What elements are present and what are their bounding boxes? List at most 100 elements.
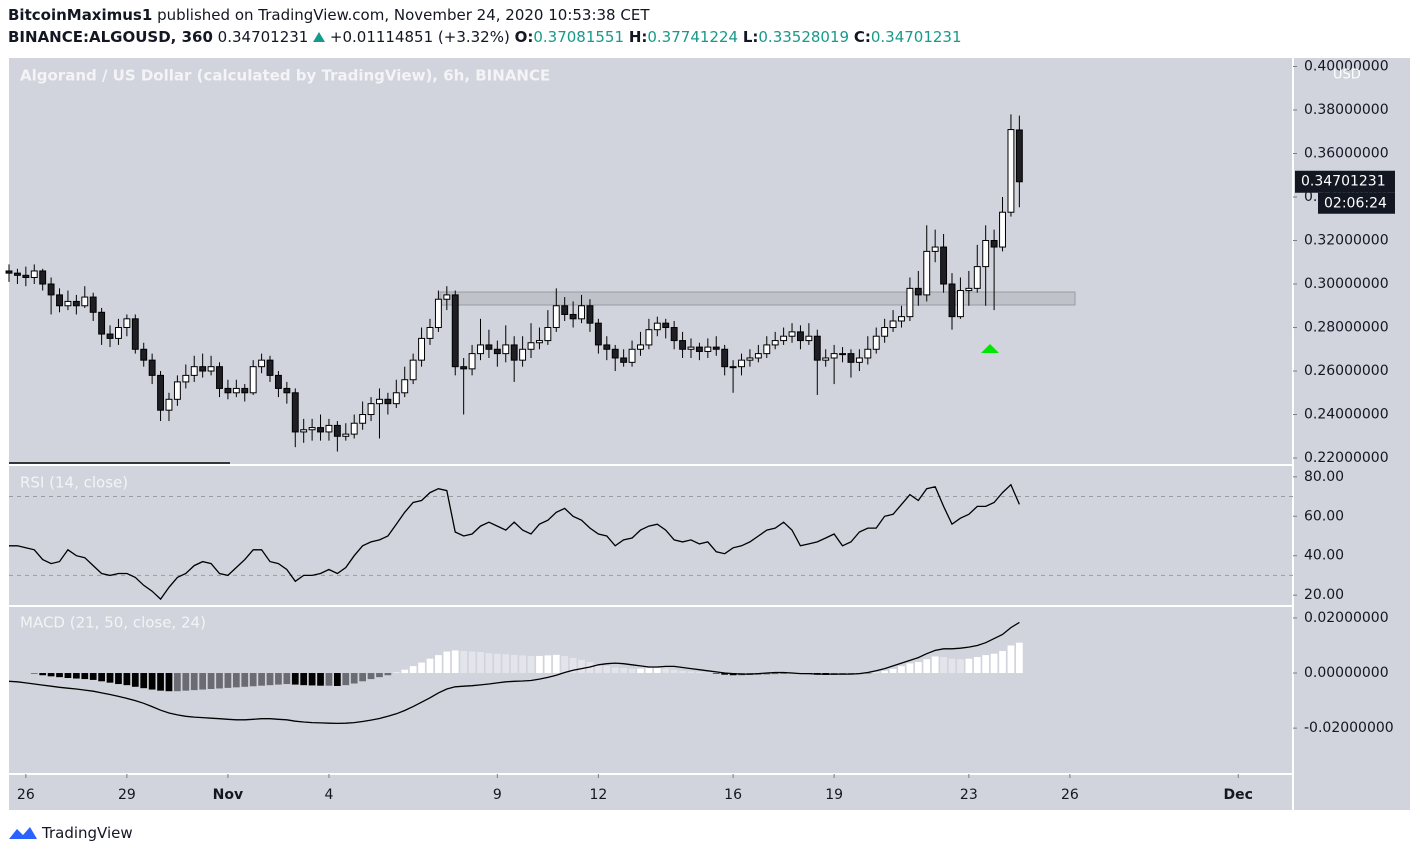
histogram-bar	[965, 658, 973, 674]
candle-body	[552, 305, 560, 329]
histogram-bar	[224, 673, 232, 688]
candle-body	[81, 296, 89, 307]
histogram-bar	[712, 673, 720, 674]
candle-body	[594, 322, 602, 346]
candle-body	[956, 290, 964, 318]
histogram-bar	[291, 673, 299, 685]
histogram-bar	[906, 663, 914, 674]
histogram-bar	[258, 673, 265, 686]
histogram-bar	[39, 673, 47, 676]
candle-body	[586, 305, 594, 324]
candle-body	[258, 359, 266, 368]
candle-body	[325, 424, 333, 433]
candle-body	[207, 366, 215, 372]
h-label: H:	[628, 28, 648, 46]
candle-body	[89, 296, 97, 313]
histogram-bar	[704, 672, 712, 674]
candle-body	[881, 327, 889, 337]
candle-body	[830, 353, 838, 359]
candle-body	[502, 344, 510, 355]
histogram-bar	[662, 668, 670, 674]
y-tick-label: 0.22000000	[1304, 450, 1389, 466]
candle-body	[864, 348, 872, 359]
x-tick-label: 12	[589, 787, 607, 803]
l-label: L:	[742, 28, 759, 46]
candle-body	[333, 424, 341, 437]
candle-body	[308, 427, 316, 431]
candle-body	[434, 298, 442, 329]
candle-body	[56, 294, 63, 307]
histogram-bar	[881, 670, 889, 674]
published: published on TradingView.com, November 2…	[157, 6, 650, 24]
histogram-bar	[443, 651, 451, 674]
y-tick-label: 0.24000000	[1304, 407, 1389, 423]
candle-body	[249, 366, 257, 394]
histogram-bar	[780, 673, 787, 674]
candle-body	[519, 348, 527, 361]
histogram-bar	[561, 655, 569, 674]
candle-body	[999, 211, 1006, 248]
histogram-bar	[174, 673, 181, 692]
histogram-bar	[502, 654, 510, 674]
y-tick-label: 0.36000000	[1304, 145, 1389, 161]
histogram-bar	[72, 673, 80, 679]
histogram-bar	[1007, 645, 1015, 674]
histogram-bar	[460, 650, 468, 674]
currency: USD	[1333, 68, 1361, 83]
histogram-bar	[552, 654, 560, 674]
candle-body	[822, 357, 830, 361]
histogram-bar	[620, 668, 628, 674]
candle-body	[1015, 129, 1023, 183]
histogram-bar	[889, 668, 897, 674]
candle-body	[418, 337, 426, 361]
candle-body	[39, 270, 47, 285]
histogram-bar	[973, 657, 981, 674]
histogram-bar	[763, 673, 771, 675]
histogram-bar	[679, 670, 686, 674]
candle-body	[982, 240, 990, 268]
histogram-bar	[569, 657, 577, 674]
candle-body	[948, 283, 956, 318]
candle-body	[98, 311, 106, 335]
candle-body	[266, 359, 274, 376]
candle-body	[687, 346, 695, 350]
candle-body	[173, 381, 181, 400]
histogram-bar	[409, 666, 417, 674]
histogram-bar	[182, 673, 190, 691]
candle-body	[1007, 129, 1015, 213]
histogram-bar	[350, 673, 358, 684]
c-label: C:	[853, 28, 871, 46]
candle-body	[131, 318, 139, 350]
histogram-bar	[216, 673, 223, 689]
header-line: BitcoinMaximus1 published on TradingView…	[8, 6, 649, 24]
candle-body	[443, 294, 451, 300]
histogram-bar	[864, 673, 872, 674]
open: 0.37081551	[533, 28, 625, 46]
histogram-bar	[384, 673, 392, 676]
candle-body	[291, 392, 299, 433]
candle-body	[460, 366, 468, 370]
candle-body	[670, 327, 678, 342]
candle-body	[780, 335, 788, 342]
histogram-bar	[957, 659, 964, 674]
y-tick-label: -0.02000000	[1304, 720, 1394, 736]
candle-body	[5, 270, 13, 274]
resistance-zone	[439, 291, 1076, 306]
candle-body	[653, 322, 661, 331]
plot-layer: 0.22000000 0.24000000 0.26000000 0.28000000…	[5, 58, 1395, 803]
candle-body	[468, 353, 476, 370]
x-tick-label: Nov	[213, 787, 243, 803]
y-tick-label: 0.28000000	[1304, 320, 1389, 336]
histogram-bar	[653, 668, 661, 674]
candle-body	[535, 340, 543, 344]
histogram-bar	[527, 655, 535, 674]
pane-title: MACD (21, 50, close, 24)	[20, 614, 206, 632]
candle-body	[30, 270, 38, 278]
histogram-bar	[990, 653, 998, 674]
candle-body	[662, 322, 670, 329]
histogram-bar	[317, 673, 324, 686]
y-tick-label: 0.38000000	[1304, 102, 1389, 118]
candle-body	[923, 250, 931, 296]
candle-body	[106, 333, 114, 339]
candle-body	[485, 344, 493, 350]
